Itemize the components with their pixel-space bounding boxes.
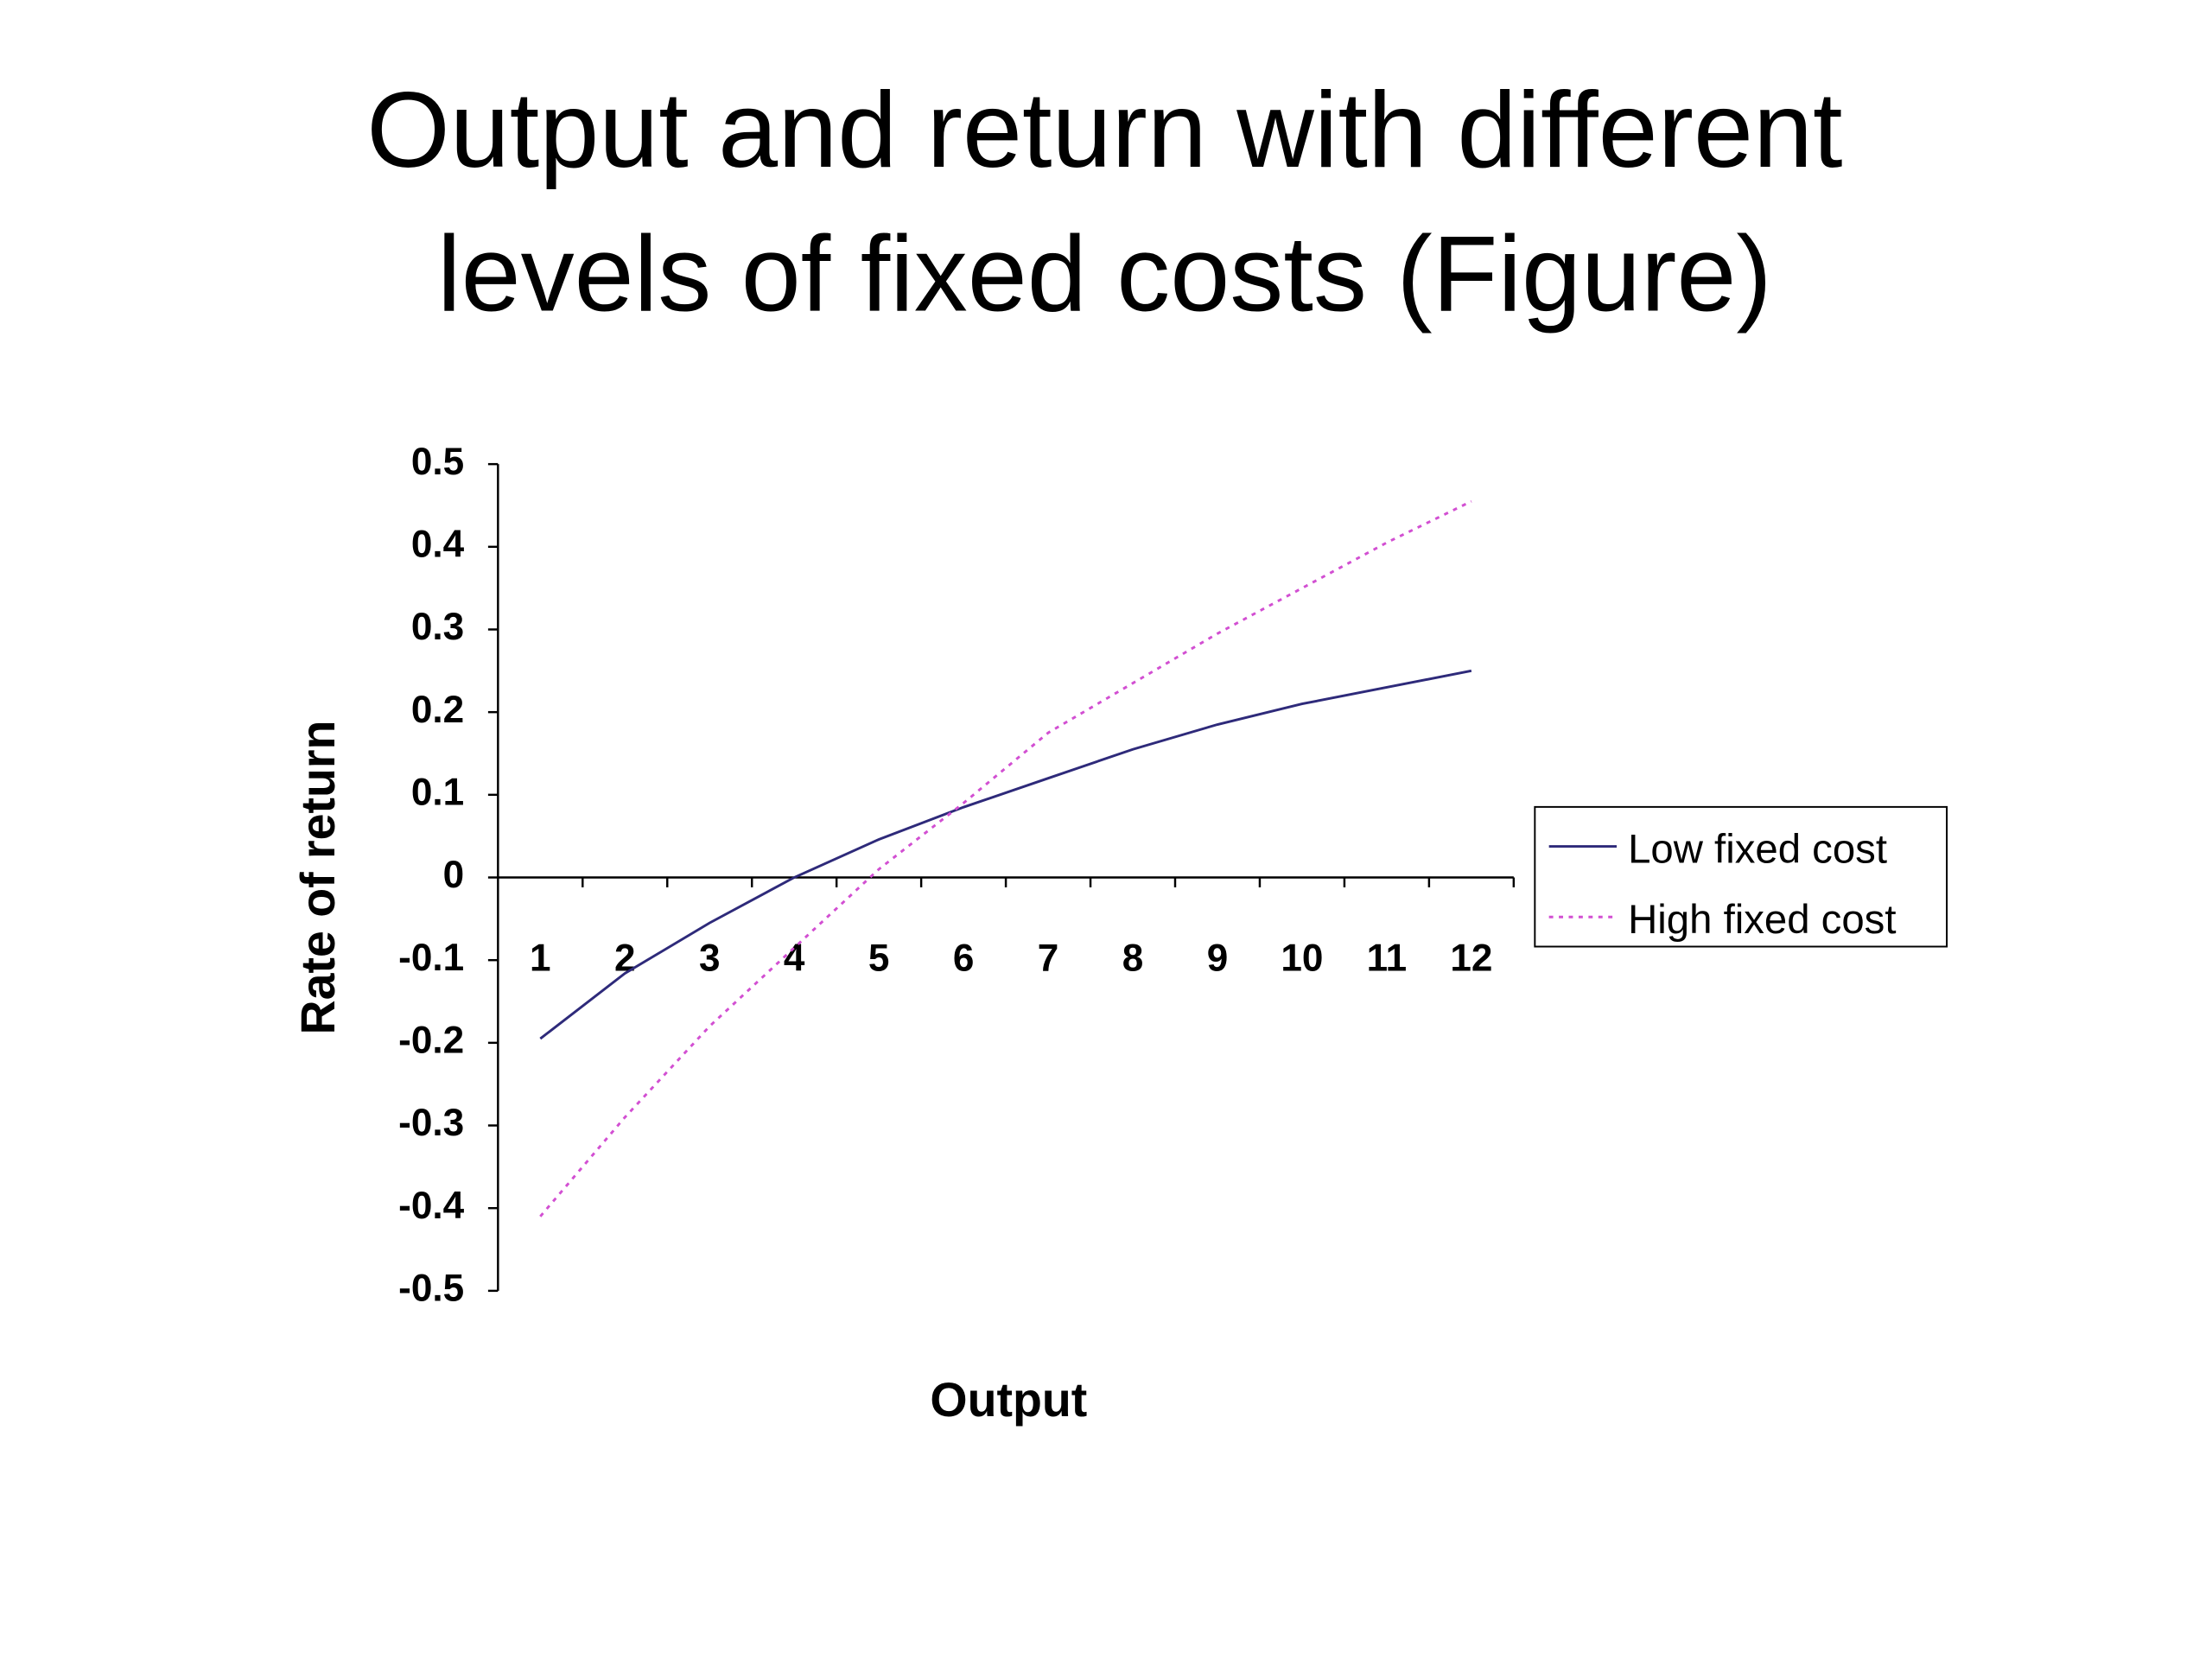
x-tick-label: 11 [1367,937,1408,979]
series-line [539,669,1472,1040]
x-tick-label: 9 [1207,937,1229,979]
x-tick-label: 8 [1122,937,1144,979]
legend-box [1534,805,1948,948]
x-tick-label: 4 [784,937,805,979]
series-line [539,499,1472,1217]
x-tick-label: 7 [1038,937,1059,979]
x-tick-label: 12 [1450,937,1492,979]
title-line: levels of fixed costs (Figure) [437,214,1772,334]
x-tick-label: 6 [953,937,975,979]
y-axis-label: Rate of return [291,721,345,1035]
y-tick-label: 0.4 [411,523,465,565]
y-tick-label: 0.5 [411,441,464,483]
y-tick-label: 0.3 [411,606,464,648]
y-tick-label: -0.1 [398,937,464,979]
x-axis-label: Output [930,1373,1087,1427]
y-tick-label: 0.2 [411,689,464,731]
y-tick-label: -0.2 [398,1019,464,1061]
legend-label: Low fixed cost [1628,827,1887,873]
title-line: Output and return with different [366,71,1842,190]
y-tick-label: 0.1 [411,771,464,813]
y-tick-label: 0 [443,854,465,896]
x-tick-label: 5 [868,937,890,979]
y-tick-label: -0.4 [398,1185,464,1227]
x-tick-label: 1 [530,937,551,979]
y-tick-label: -0.5 [398,1268,464,1310]
x-tick-label: 3 [699,937,721,979]
legend-label: High fixed cost [1628,897,1896,943]
x-tick-label: 10 [1281,937,1323,979]
y-tick-label: -0.3 [398,1102,464,1144]
